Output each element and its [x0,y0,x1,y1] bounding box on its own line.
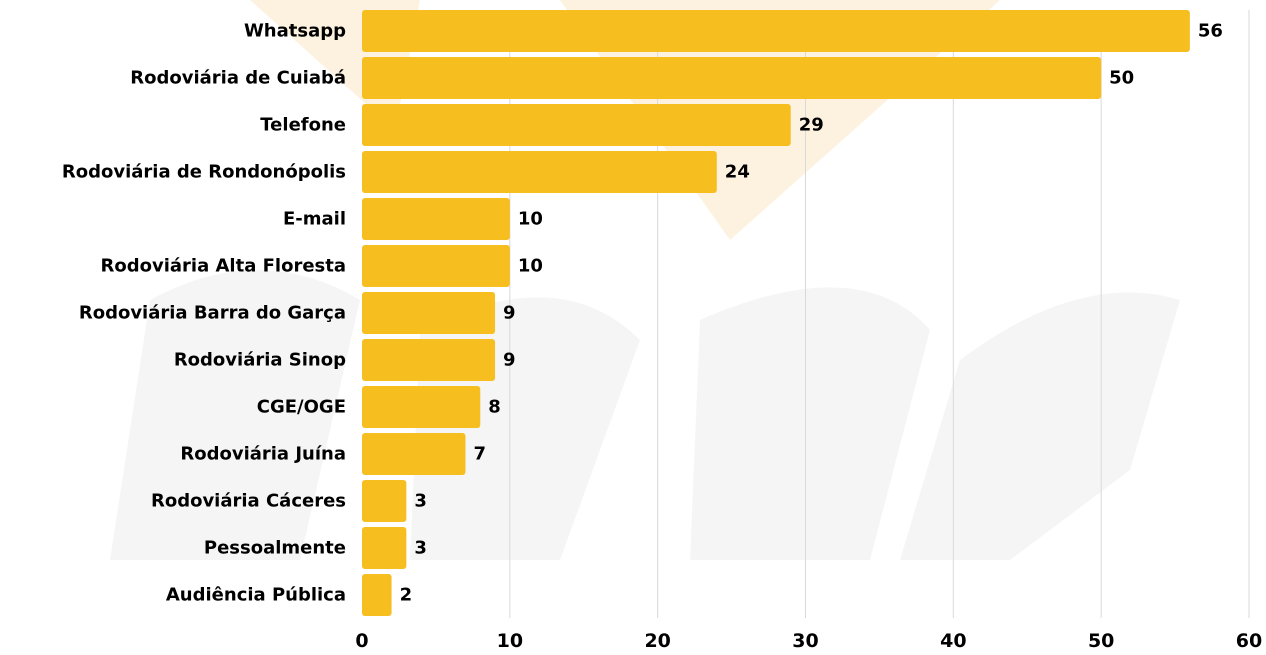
x-tick-label: 50 [1088,630,1114,651]
x-tick-label: 10 [497,630,523,651]
bar [362,480,407,522]
value-label: 9 [503,303,516,324]
bar [362,386,481,428]
category-label: Whatsapp [244,21,346,42]
category-label: Rodoviária de Cuiabá [130,68,346,89]
bar [362,433,466,475]
value-label: 3 [414,491,427,512]
value-labels: 56 50 29 24 10 10 9 9 8 7 3 3 2 [400,21,1223,606]
bar [362,527,407,569]
bar [362,574,392,616]
category-label: Telefone [260,115,346,136]
x-tick-label: 20 [644,630,670,651]
value-label: 10 [518,209,543,230]
value-label: 7 [473,444,486,465]
value-label: 2 [400,585,413,606]
value-label: 3 [414,538,427,559]
category-label: Rodoviária Sinop [174,350,346,371]
watermark-shape [900,292,1180,560]
value-label: 8 [488,397,501,418]
bar [362,339,496,381]
category-label: Rodoviária de Rondonópolis [62,162,346,183]
bar [362,10,1190,52]
category-label: Audiência Pública [166,585,346,606]
value-label: 29 [799,115,824,136]
value-label: 10 [518,256,543,277]
bar [362,151,717,193]
category-label: Rodoviária Cáceres [151,491,346,512]
bar [362,245,510,287]
category-label: Rodoviária Alta Floresta [101,256,347,277]
bar [362,292,496,334]
bars [362,10,1190,616]
category-label: CGE/OGE [257,397,346,418]
x-axis-tick-labels: 0 10 20 30 40 50 60 [355,630,1262,652]
category-label: Rodoviária Juína [180,444,346,465]
x-tick-label: 60 [1236,630,1262,651]
bar [362,198,510,240]
category-label: E-mail [283,209,346,230]
bar [362,57,1102,99]
category-label: Pessoalmente [204,538,346,559]
category-label: Rodoviária Barra do Garça [79,303,346,324]
x-tick-label: 40 [940,630,966,651]
value-label: 24 [725,162,750,183]
x-tick-label: 0 [355,630,368,651]
watermark-shape [110,270,360,560]
value-label: 56 [1198,21,1223,42]
watermark-shape [690,287,930,560]
value-label: 50 [1109,68,1134,89]
category-labels: Whatsapp Rodoviária de Cuiabá Telefone Rodo… [62,21,346,606]
watermark-shape [410,297,640,560]
bar [362,104,791,146]
value-label: 9 [503,350,516,371]
x-tick-label: 30 [792,630,818,651]
